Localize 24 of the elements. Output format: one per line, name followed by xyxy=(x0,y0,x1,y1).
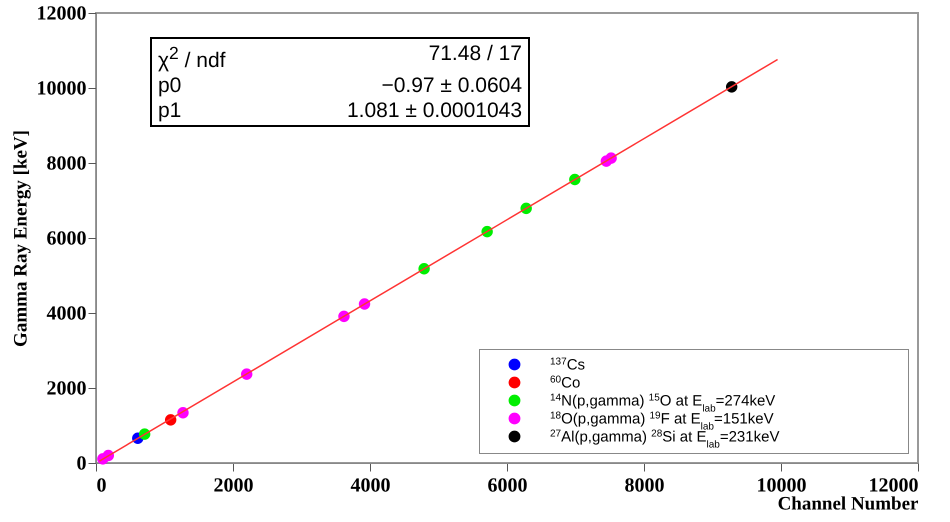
y-tick-label: 2000 xyxy=(46,378,86,400)
y-axis-title: Gamma Ray Energy [keV] xyxy=(10,130,32,347)
x-tick-label: 10000 xyxy=(756,474,806,496)
y-tick-label: 0 xyxy=(76,452,86,474)
y-tick-label: 12000 xyxy=(36,2,86,24)
x-tick-label: 0 xyxy=(96,474,106,496)
annotation: χ$^{2}$ / ndf xyxy=(158,42,226,73)
x-tick-label: 6000 xyxy=(488,474,528,496)
annotation: p0 xyxy=(158,73,182,98)
y-tick-label: 10000 xyxy=(36,78,86,100)
x-tick-label: 12000 xyxy=(868,474,918,496)
legend-label: $^{60}$Co xyxy=(550,374,580,392)
x-tick-label: 4000 xyxy=(350,474,390,496)
annotation: p1 xyxy=(158,98,182,123)
x-axis-title: Channel Number xyxy=(778,494,920,514)
legend-label: $^{137}$Cs xyxy=(550,356,586,374)
x-tick-label: 2000 xyxy=(214,474,254,496)
annotation: 71.48 / 17 xyxy=(428,41,522,67)
y-tick-label: 8000 xyxy=(46,152,86,174)
y-tick-label: 4000 xyxy=(46,302,86,324)
y-tick-label: 6000 xyxy=(46,228,86,250)
annotation: 1.081 ± 0.0001043 xyxy=(346,98,522,123)
annotation: −0.97 ± 0.0604 xyxy=(380,73,522,98)
x-tick-label: 8000 xyxy=(624,474,664,496)
